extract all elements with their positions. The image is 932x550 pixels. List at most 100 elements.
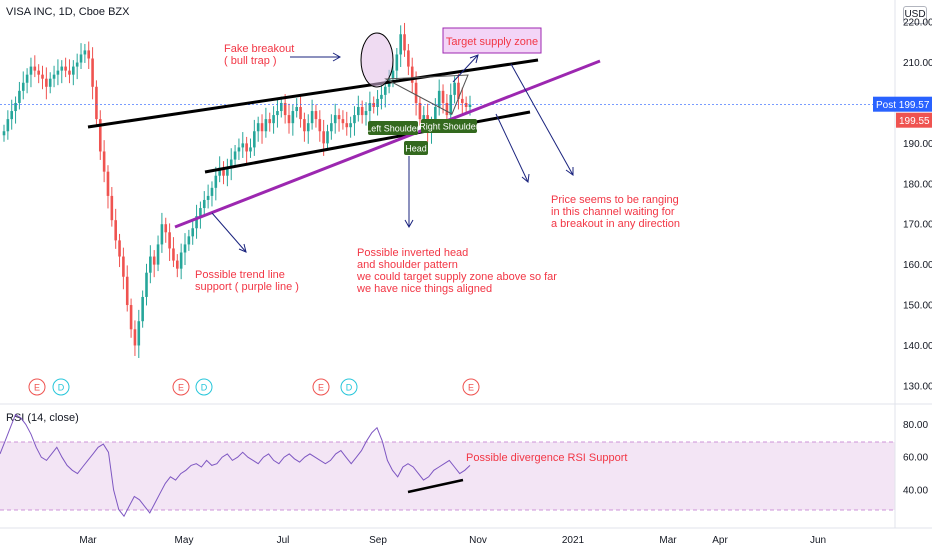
candle-body <box>330 123 333 132</box>
candle-body <box>256 123 260 132</box>
candle-body <box>56 70 60 75</box>
candle-body <box>241 143 245 148</box>
rsi-title[interactable]: RSI (14, close) <box>6 412 79 424</box>
candle-body <box>168 232 171 249</box>
candle-body <box>164 224 168 233</box>
fake-breakout-note: Fake breakout( bull trap ) <box>224 43 294 67</box>
candle-body <box>376 98 379 107</box>
candle-body <box>176 260 179 269</box>
time-tick-label: 2021 <box>562 535 585 546</box>
rsi-axis: 40.00 60.00 80.00 <box>903 420 928 497</box>
event-marker-label: E <box>178 383 184 393</box>
candle-body <box>229 159 233 168</box>
candle-body <box>391 70 395 79</box>
event-marker-label: E <box>468 383 474 393</box>
candle-body <box>279 102 283 112</box>
candle-body <box>276 111 279 116</box>
candle-body <box>14 102 17 112</box>
candle-body <box>114 220 117 241</box>
time-tick-label: Mar <box>659 535 677 546</box>
dividend-marker[interactable] <box>340 378 358 396</box>
candle-body <box>137 321 141 346</box>
candle-body <box>233 151 237 160</box>
candle-body <box>33 66 37 71</box>
candle-body <box>341 119 345 124</box>
time-tick-label: Jun <box>810 535 826 546</box>
candle-body <box>468 104 472 107</box>
candle-body <box>453 82 456 95</box>
earnings-marker[interactable] <box>28 378 46 396</box>
candle-body <box>260 123 264 132</box>
symbol-title[interactable]: VISA INC, 1D, Cboe BZX <box>6 6 130 18</box>
candle-body <box>25 74 29 83</box>
candle-body <box>10 111 14 120</box>
candle-body <box>122 256 125 277</box>
event-marker-label: E <box>34 383 40 393</box>
candle-body <box>310 111 314 124</box>
candle-body <box>118 240 121 257</box>
candle-body <box>264 119 268 132</box>
price-tick-label: 210.00 <box>903 58 932 69</box>
candle-body <box>187 236 191 245</box>
candle-body <box>98 119 102 152</box>
target-triangle <box>384 74 469 115</box>
earnings-marker[interactable] <box>312 378 330 396</box>
rsi-line <box>0 413 471 518</box>
candle-body <box>245 143 248 152</box>
candle-body <box>291 111 295 124</box>
candle-body <box>368 102 372 112</box>
candle-body <box>87 50 91 59</box>
candle-body <box>110 195 114 221</box>
earnings-marker[interactable] <box>462 378 480 396</box>
candlestick-series <box>0 22 895 358</box>
rsi-tick-label: 60.00 <box>903 453 928 464</box>
currency-badge[interactable]: USD <box>903 6 927 24</box>
candle-body <box>364 111 368 116</box>
candle-body <box>360 107 364 116</box>
candle-body <box>272 115 275 124</box>
candle-body <box>145 272 148 297</box>
candle-body <box>202 199 206 209</box>
candle-body <box>268 119 272 124</box>
time-tick-label: May <box>175 535 194 546</box>
dividend-marker[interactable] <box>52 378 70 396</box>
candle-body <box>125 276 129 306</box>
candle-body <box>383 86 387 95</box>
candle-body <box>399 34 402 55</box>
candle-body <box>172 248 175 261</box>
earnings-marker[interactable] <box>172 378 190 396</box>
candle-body <box>403 34 406 51</box>
candle-body <box>318 119 322 132</box>
candle-body <box>422 115 426 120</box>
candle-body <box>160 224 164 245</box>
candle-body <box>183 244 187 253</box>
candle-body <box>133 329 137 346</box>
dividend-marker[interactable] <box>195 378 213 396</box>
candle-body <box>380 94 383 99</box>
left-shoulder-label: Left Shoulder <box>366 124 420 134</box>
candle-body <box>414 82 418 103</box>
candle-body <box>445 102 449 116</box>
candle-body <box>349 123 352 128</box>
candle-body <box>141 296 144 322</box>
candle-body <box>60 66 64 71</box>
candle-body <box>303 119 306 132</box>
candle-body <box>226 167 229 176</box>
event-marker-label: D <box>346 383 353 393</box>
candle-body <box>457 82 460 99</box>
candle-body <box>52 74 56 79</box>
candle-body <box>237 147 241 152</box>
candle-body <box>337 115 341 120</box>
candle-body <box>129 305 133 330</box>
price-tick-label: 190.00 <box>903 139 932 150</box>
ranging-channel-note: Price seems to be ranging in this channel… <box>551 194 680 230</box>
candle-body <box>68 70 71 75</box>
event-marker-label: D <box>201 383 208 393</box>
last-price-tag <box>896 112 932 128</box>
candle-body <box>191 228 195 237</box>
post-price-label: Post 199.57 <box>876 100 930 111</box>
candle-body <box>72 66 75 75</box>
candle-body <box>18 90 21 103</box>
